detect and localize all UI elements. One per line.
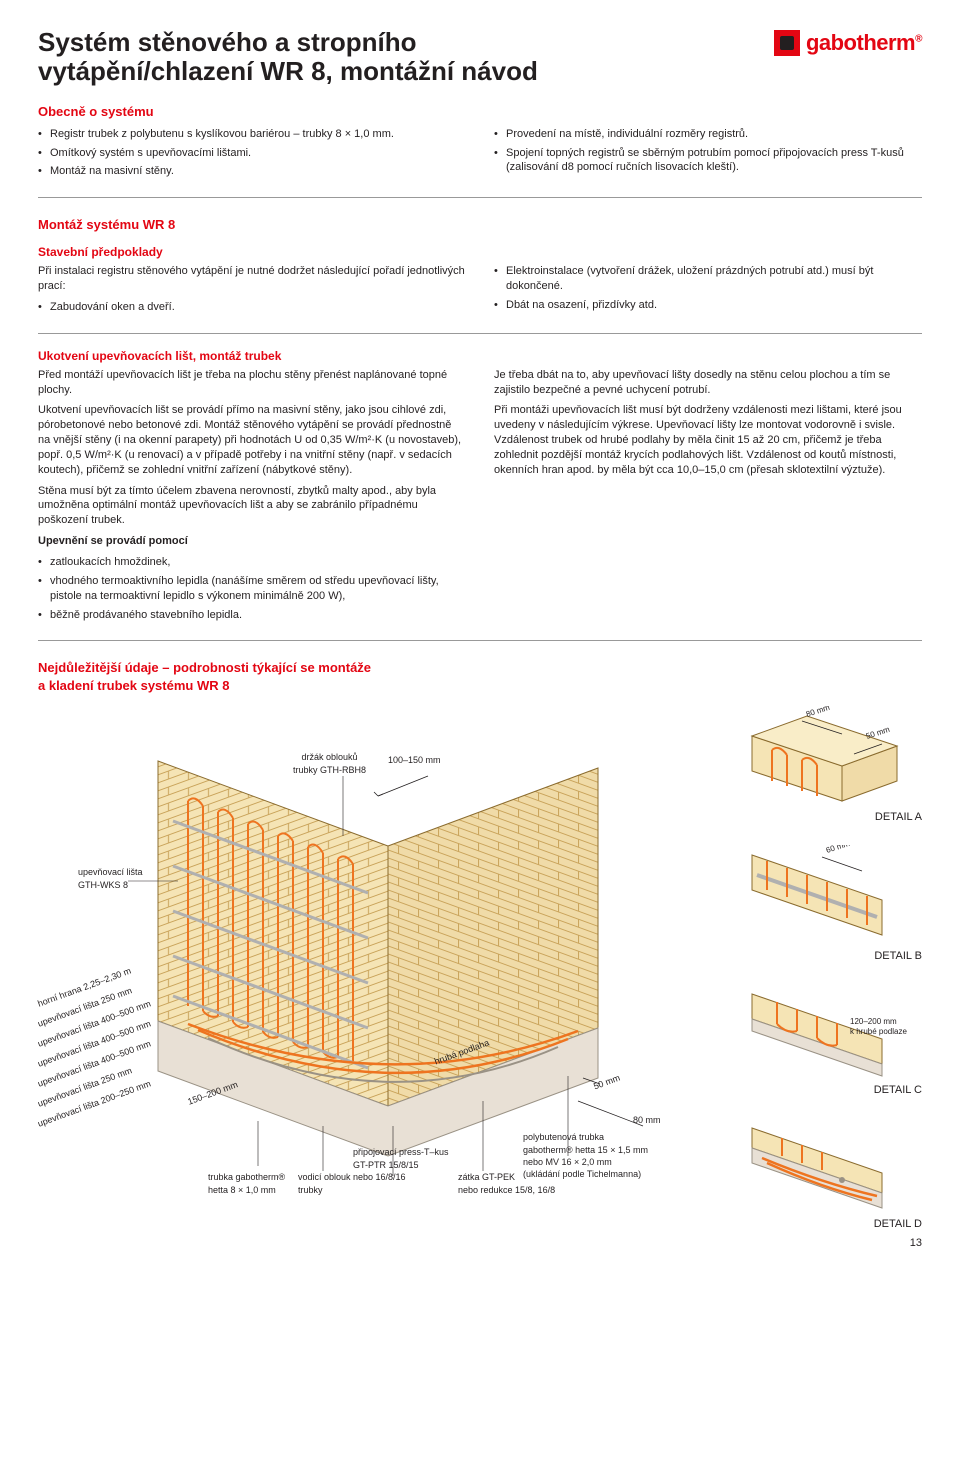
list-item: Dbát na osazení, přizdívky atd. [494, 298, 922, 313]
fix-list: zatloukacích hmoždinek, vhodného termoak… [38, 555, 466, 622]
callout-holder: držák obloukůtrubky GTH-RBH8 [293, 751, 366, 775]
callout-pipe-gab: trubka gabotherm®hetta 8 × 1,0 mm [208, 1171, 285, 1195]
callout-80mm-floor: 80 mm [633, 1114, 661, 1126]
list-item: Montáž na masivní stěny. [38, 164, 466, 179]
detail-a-dim1: 80 mm [805, 706, 831, 719]
section-general-title: Obecně o systému [38, 103, 922, 121]
callout-strip: upevňovací lištaGTH-WKS 8 [78, 866, 143, 890]
anchor-para: Při montáži upevňovacích lišt musí být d… [494, 403, 922, 477]
general-left-list: Registr trubek z polybutenu s kyslíkovou… [38, 127, 466, 180]
detail-d-label: DETAIL D [732, 1217, 922, 1232]
fix-heading: Upevnění se provádí pomocí [38, 534, 466, 549]
brand-logo: gabotherm® [774, 28, 922, 58]
general-right-list: Provedení na místě, individuální rozměry… [494, 127, 922, 176]
detail-a-dim2: 50 mm [865, 725, 891, 741]
detail-b-dim1: 60 mm [825, 845, 851, 855]
section-anchor-title: Ukotvení upevňovacích lišt, montáž trube… [38, 348, 922, 364]
section-mount-body: Při instalaci registru stěnového vytápěn… [38, 264, 922, 319]
callout-press-t: připojovací press-T–kusGT-PTR 15/8/15neb… [353, 1146, 449, 1182]
section-data-title: Nejdůležitější údaje – podrobnosti týkaj… [38, 659, 922, 694]
section-mount-subtitle: Stavební předpoklady [38, 244, 922, 260]
anchor-para: Je třeba dbát na to, aby upevňovací lišt… [494, 368, 922, 398]
list-item: vhodného termoaktivního lepidla (nanáším… [38, 574, 466, 604]
anchor-para: Před montáží upevňovacích lišt je třeba … [38, 368, 466, 398]
mount-intro: Při instalaci registru stěnového vytápěn… [38, 264, 466, 294]
divider [38, 197, 922, 198]
logo-text: gabotherm® [806, 28, 922, 58]
list-item: Omítkový systém s upevňovacími lištami. [38, 146, 466, 161]
list-item: Elektroinstalace (vytvoření drážek, ulož… [494, 264, 922, 294]
detail-a-label: DETAIL A [732, 810, 922, 825]
anchor-para: Stěna musí být za tímto účelem zbavena n… [38, 484, 466, 529]
list-item: Zabudování oken a dveří. [38, 300, 466, 315]
callout-pb-pipe: polybutenová trubkagabotherm® hetta 15 ×… [523, 1131, 648, 1180]
mount-left-list: Zabudování oken a dveří. [38, 300, 466, 315]
section-mount-title: Montáž systému WR 8 [38, 216, 922, 234]
section-anchor-body: Před montáží upevňovacích lišt je třeba … [38, 368, 922, 627]
detail-c-label: DETAIL C [732, 1083, 922, 1098]
detail-d: DETAIL D [732, 1118, 922, 1232]
mount-right-list: Elektroinstalace (vytvoření drážek, ulož… [494, 264, 922, 313]
section-general-body: Registr trubek z polybutenu s kyslíkovou… [38, 127, 922, 184]
page-title: Systém stěnového a stropního vytápění/ch… [38, 28, 538, 85]
installation-diagram: 100–150 mm držák obloukůtrubky GTH-RBH8 … [38, 706, 922, 1226]
divider [38, 640, 922, 641]
divider [38, 333, 922, 334]
detail-c-dim2: k hrubé podlaze [850, 1027, 907, 1036]
detail-a: 80 mm 50 mm DETAIL A [732, 706, 922, 825]
list-item: běžně prodávaného stavebního lepidla. [38, 608, 466, 623]
logo-icon [774, 30, 800, 56]
detail-c: 120–200 mm k hrubé podlaze DETAIL C [732, 984, 922, 1098]
callout-100-150: 100–150 mm [388, 754, 441, 766]
callout-guide: vodicí oblouktrubky [298, 1171, 351, 1195]
detail-column: 80 mm 50 mm DETAIL A [732, 706, 922, 1251]
list-item: zatloukacích hmoždinek, [38, 555, 466, 570]
detail-b: 60 mm DETAIL B [732, 845, 922, 964]
list-item: Registr trubek z polybutenu s kyslíkovou… [38, 127, 466, 142]
list-item: Provedení na místě, individuální rozměry… [494, 127, 922, 142]
detail-c-dim1: 120–200 mm [850, 1017, 897, 1026]
list-item: Spojení topných registrů se sběrným potr… [494, 146, 922, 176]
detail-b-label: DETAIL B [732, 949, 922, 964]
page-header: Systém stěnového a stropního vytápění/ch… [38, 28, 922, 85]
anchor-para: Ukotvení upevňovacích lišt se provádí př… [38, 403, 466, 477]
